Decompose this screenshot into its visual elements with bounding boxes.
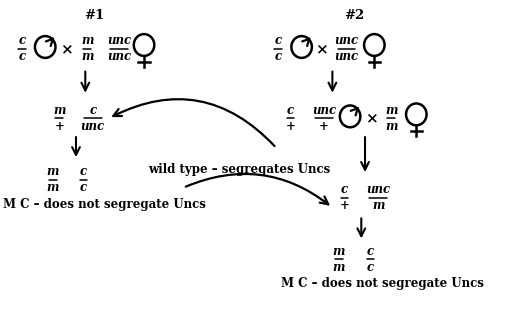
Text: c: c [80, 181, 87, 194]
Text: unc: unc [312, 104, 336, 117]
Text: ×: × [365, 111, 378, 125]
Text: m: m [372, 199, 384, 212]
Text: m: m [46, 165, 59, 178]
Text: c: c [18, 34, 25, 47]
Text: m: m [333, 245, 345, 258]
Text: +: + [54, 120, 64, 133]
Text: c: c [89, 104, 96, 117]
Text: c: c [367, 245, 374, 258]
Text: m: m [81, 51, 94, 64]
Text: c: c [287, 104, 294, 117]
Text: ×: × [60, 42, 73, 56]
Text: c: c [367, 261, 374, 274]
Text: +: + [319, 120, 329, 133]
Text: M C – does not segregate Uncs: M C – does not segregate Uncs [3, 198, 206, 211]
Text: m: m [385, 104, 397, 117]
Text: c: c [275, 34, 282, 47]
Text: #1: #1 [85, 9, 105, 22]
Text: M C – does not segregate Uncs: M C – does not segregate Uncs [281, 277, 484, 290]
Text: m: m [81, 34, 94, 47]
Text: c: c [275, 51, 282, 64]
Text: c: c [80, 165, 87, 178]
Text: c: c [18, 51, 25, 64]
Text: m: m [46, 181, 59, 194]
Text: +: + [285, 120, 295, 133]
Text: +: + [340, 199, 349, 212]
Text: unc: unc [366, 183, 390, 196]
Text: wild type – segregates Uncs: wild type – segregates Uncs [148, 163, 330, 176]
Text: unc: unc [107, 51, 131, 64]
Text: unc: unc [334, 34, 358, 47]
Text: m: m [385, 120, 397, 133]
Text: unc: unc [334, 51, 358, 64]
Text: unc: unc [81, 120, 105, 133]
Text: #2: #2 [344, 9, 364, 22]
Text: m: m [53, 104, 66, 117]
Text: unc: unc [107, 34, 131, 47]
Text: ×: × [315, 42, 328, 56]
Text: m: m [333, 261, 345, 274]
Text: c: c [341, 183, 348, 196]
